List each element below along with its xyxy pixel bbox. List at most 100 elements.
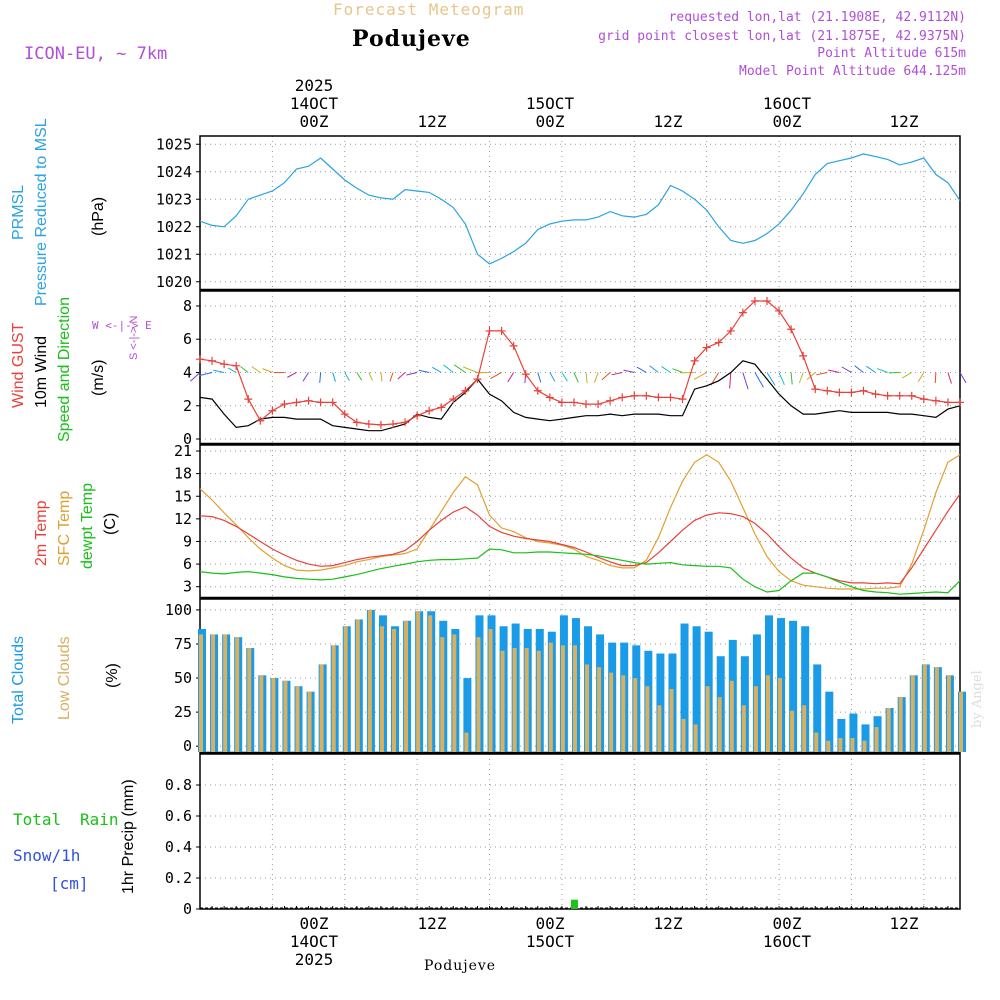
wind-gust-line-marker <box>630 391 639 400</box>
total-cloud-bar <box>656 653 665 752</box>
low-cloud-bar <box>295 686 300 752</box>
y-tick-label: 21 <box>174 442 192 460</box>
low-cloud-bar <box>826 740 831 752</box>
wind-gust-line-marker <box>943 398 952 407</box>
low-cloud-bar <box>367 609 372 752</box>
top-time-label: 15OCT 00Z <box>525 94 575 131</box>
y-tick-label: 1022 <box>156 218 192 236</box>
wind-gust-line-marker <box>473 375 482 384</box>
wind-direction-arrow <box>356 372 363 381</box>
low-cloud-bar <box>741 705 746 752</box>
wind-gust-line-marker <box>497 326 506 335</box>
wind-direction-arrow <box>302 372 309 382</box>
low-cloud-bar <box>753 686 758 752</box>
low-cloud-bar <box>343 626 348 752</box>
wind-direction-arrow <box>661 365 671 373</box>
wind-direction-arrow <box>672 368 683 373</box>
snow-unit-label: [cm] <box>50 874 89 893</box>
wind-direction-arrow <box>623 369 635 373</box>
wind-direction-arrow <box>240 366 249 373</box>
wind-gust-line-marker <box>762 296 771 305</box>
low-cloud-bar <box>802 705 807 752</box>
low-cloud-bar <box>452 634 457 752</box>
low-cloud-bar <box>428 615 433 752</box>
y-tick-label: 12 <box>174 510 192 528</box>
low-cloud-bar <box>657 705 662 752</box>
wind-gust-line-marker <box>956 398 964 407</box>
wind-gust-line-marker <box>823 386 832 395</box>
wind-direction-arrow <box>636 366 647 373</box>
y-tick-label: 2 <box>183 397 192 415</box>
top-time-label: 2025 14OCT 00Z <box>289 76 339 131</box>
low-cloud-bar <box>621 675 626 752</box>
low-cloud-bar <box>283 680 288 752</box>
y-tick-label: 0.6 <box>165 807 192 825</box>
low-cloud-bar <box>536 650 541 752</box>
wind-panel: 0 2 4 6 8 <box>183 290 961 448</box>
wind-gust-line-marker <box>232 361 241 370</box>
wind-gust-line-marker <box>437 403 446 412</box>
wind-gust-line-marker <box>811 385 820 394</box>
low-cloud-bar <box>946 675 951 752</box>
wind-direction-arrow <box>693 372 707 380</box>
wind-direction-arrow <box>199 372 213 376</box>
low-cloud-bar <box>934 667 939 752</box>
low-cloud-bar <box>886 708 891 752</box>
wind-gust-line-marker <box>461 386 470 395</box>
total-cloud-bar <box>837 718 846 752</box>
wind-direction-arrow <box>332 372 336 382</box>
wind-direction-arrow <box>490 372 502 379</box>
dewpoint-line <box>199 548 961 595</box>
wind-gust-line-marker <box>364 420 373 429</box>
wind-direction-arrow <box>828 369 840 373</box>
low-cloud-bar <box>379 626 384 752</box>
wind-direction-arrow <box>959 372 967 384</box>
wind-direction-arrow <box>397 372 406 380</box>
wind-gust-line-marker <box>714 338 723 347</box>
precipitation-panel: 0 0.2 0.4 0.6 0.8 <box>165 753 961 918</box>
sfc-temp-line <box>199 454 961 590</box>
snow-label: Snow/1h <box>13 846 81 865</box>
wind-gust-line-marker <box>268 406 277 415</box>
wind-direction-arrow <box>389 372 394 382</box>
wind-gust-line-marker <box>425 406 434 415</box>
low-cloud-bar <box>476 637 481 752</box>
wind-gust-line-marker <box>702 343 711 352</box>
low-cloud-bar <box>548 642 553 752</box>
wind-gust-line-marker <box>449 395 458 404</box>
wind-gust-line-marker <box>340 410 349 419</box>
low-cloud-bar <box>705 686 710 752</box>
y-tick-label: 0.8 <box>165 776 192 794</box>
wind-gust-line-marker <box>220 360 229 369</box>
y-tick-label: 0 <box>183 430 192 448</box>
low-cloud-bar <box>572 645 577 752</box>
product-title: Forecast Meteogram <box>333 0 525 19</box>
wind-gust-line-marker <box>799 351 808 360</box>
low-cloud-bar <box>959 691 963 752</box>
top-time-label: 12Z <box>889 112 919 131</box>
wind-gust-line-marker <box>919 395 928 404</box>
low-cloud-bar <box>488 628 493 752</box>
wind-direction-arrow <box>601 372 611 381</box>
wind-gust-line-marker <box>678 395 687 404</box>
bottom-time-label: 12Z <box>417 914 447 933</box>
wind-gust-line-marker <box>654 393 663 402</box>
top-time-label: 16OCT 00Z <box>762 94 812 131</box>
low-cloud-bar <box>874 727 879 752</box>
total-cloud-bar <box>849 713 858 752</box>
y-tick-label: 0.2 <box>165 869 192 887</box>
wind-direction-arrow <box>463 366 478 373</box>
low-cloud-bar <box>259 675 264 752</box>
wind-gust-line-marker <box>485 326 494 335</box>
low-cloud-bar <box>355 619 360 752</box>
wind-direction-arrow <box>431 366 442 373</box>
wind-gust-line-marker <box>883 391 892 400</box>
wind-gust-line-marker <box>557 398 566 407</box>
low-cloud-bar <box>585 664 590 752</box>
wind-gust-line-marker <box>847 388 856 397</box>
wind-direction-arrow <box>754 372 764 388</box>
y-tick-label: 0 <box>183 900 192 918</box>
panel-frame <box>199 753 961 910</box>
low-cloud-bar <box>524 648 529 752</box>
low-cloud-bar <box>331 645 336 752</box>
